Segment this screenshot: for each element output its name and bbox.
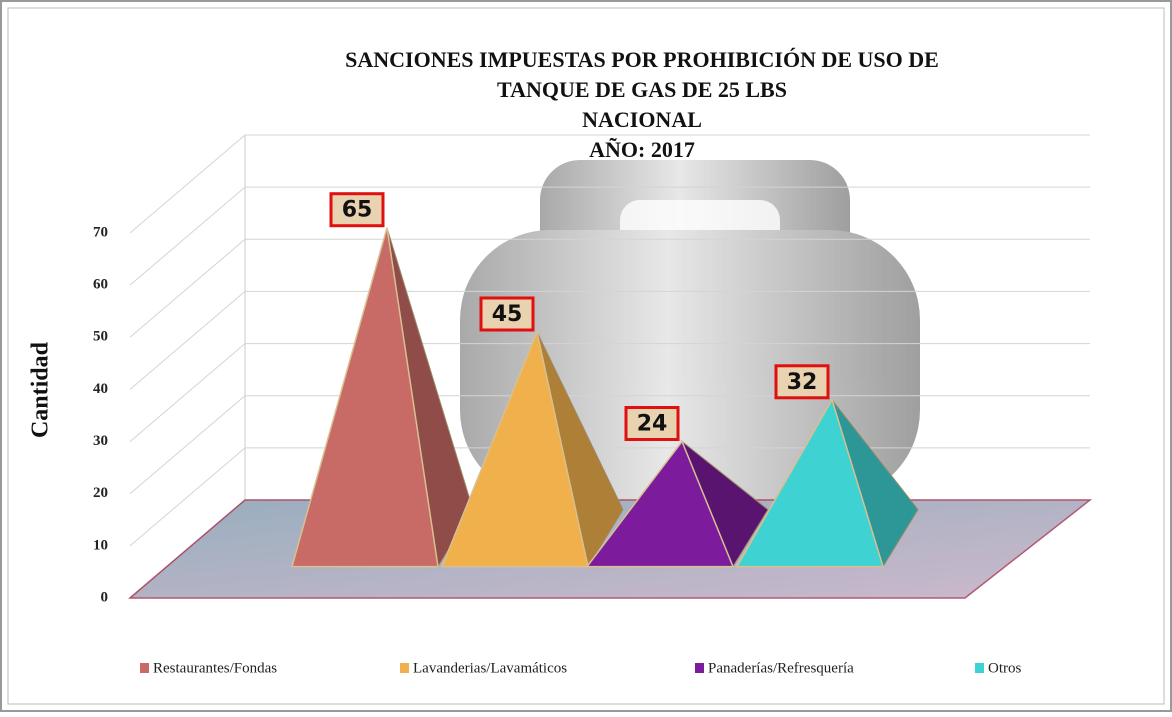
y-axis-label: Cantidad — [28, 341, 54, 438]
title-line: NACIONAL — [582, 107, 702, 132]
y-tick-label: 0 — [101, 589, 109, 605]
legend-swatch — [695, 663, 704, 673]
title-line: AÑO: 2017 — [589, 137, 695, 162]
y-tick-label: 50 — [93, 329, 108, 345]
legend-swatch — [975, 663, 984, 673]
legend-swatch — [140, 663, 149, 673]
legend-label: Restaurantes/Fondas — [153, 660, 277, 676]
y-tick-label: 20 — [93, 485, 108, 501]
y-tick-label: 40 — [93, 381, 108, 397]
legend-label: Otros — [988, 660, 1021, 676]
y-tick-label: 60 — [93, 277, 108, 293]
value-label: 24 — [637, 411, 668, 436]
value-label: 45 — [492, 302, 523, 327]
legend-swatch — [400, 663, 409, 673]
y-tick-label: 70 — [93, 224, 108, 240]
value-label: 65 — [342, 198, 373, 223]
legend-label: Lavanderias/Lavamáticos — [413, 660, 567, 676]
title-line: TANQUE DE GAS DE 25 LBS — [497, 77, 787, 102]
y-tick-label: 10 — [93, 537, 108, 553]
value-label: 32 — [787, 370, 818, 395]
y-tick-label: 30 — [93, 433, 108, 449]
title-line: SANCIONES IMPUESTAS POR PROHIBICIÓN DE U… — [345, 47, 939, 72]
legend-label: Panaderías/Refresquería — [708, 660, 854, 676]
chart: 0 10 20 30 40 50 60 70 SANCIONES IMPUESTAS POR … — [0, 0, 1172, 712]
